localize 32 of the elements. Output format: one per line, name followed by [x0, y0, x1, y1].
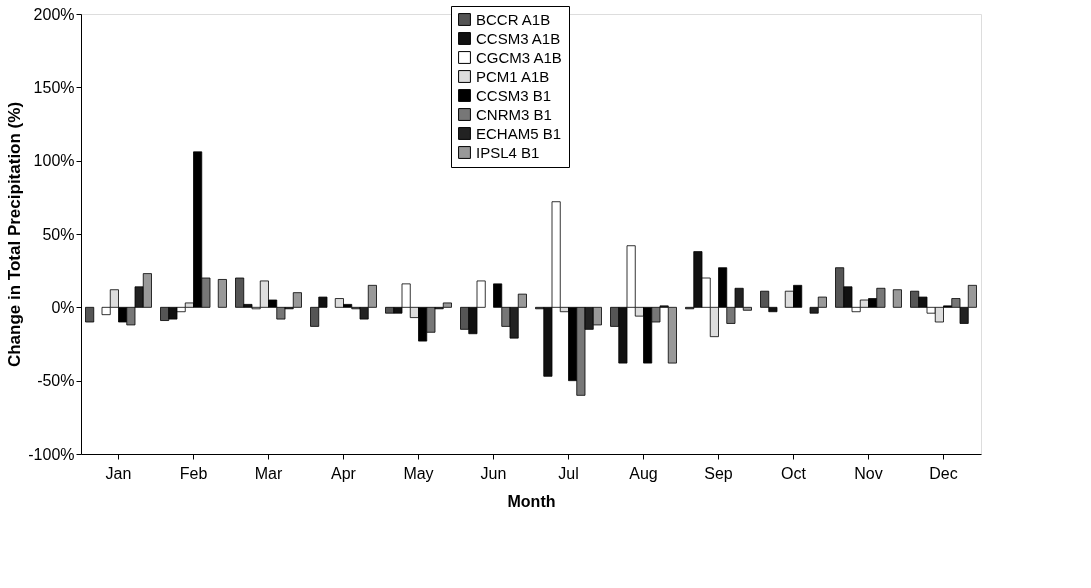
y-axis-title: Change in Total Precipitation (%) — [5, 101, 25, 368]
x-tick-label: Sep — [704, 464, 733, 482]
x-axis-title: Month — [507, 492, 556, 510]
x-tick-label: Jun — [480, 464, 507, 482]
x-tick-label: Feb — [179, 464, 208, 482]
legend-label: CNRM3 B1 — [476, 105, 552, 123]
legend-label: CCSM3 A1B — [476, 29, 561, 47]
x-tick-label: Mar — [254, 464, 283, 482]
legend-label: IPSL4 B1 — [476, 143, 540, 161]
legend-label: PCM1 A1B — [476, 67, 550, 85]
x-tick-label: Jul — [558, 464, 579, 482]
x-tick-label: Oct — [781, 464, 807, 482]
y-tick-label: 50% — [42, 225, 75, 243]
legend-label: BCCR A1B — [476, 10, 551, 28]
y-tick-label: 0% — [51, 298, 75, 316]
legend-label: CCSM3 B1 — [476, 86, 552, 104]
y-tick-label: 200% — [33, 5, 75, 23]
legend-label: ECHAM5 B1 — [476, 124, 562, 142]
bar — [892, 289, 902, 308]
bar — [217, 279, 227, 308]
x-tick-label: May — [403, 464, 434, 482]
y-tick-label: 100% — [33, 152, 75, 170]
x-tick-label: Dec — [929, 464, 958, 482]
legend-label: CGCM3 A1B — [476, 48, 562, 66]
y-tick-label: -100% — [28, 445, 75, 463]
x-tick-label: Jan — [105, 464, 132, 482]
x-tick-label: Nov — [854, 464, 883, 482]
y-tick-label: 150% — [33, 78, 75, 96]
x-tick-label: Apr — [331, 464, 357, 482]
y-tick-label: -50% — [37, 372, 75, 390]
x-tick-label: Aug — [629, 464, 658, 482]
bar — [85, 306, 95, 323]
